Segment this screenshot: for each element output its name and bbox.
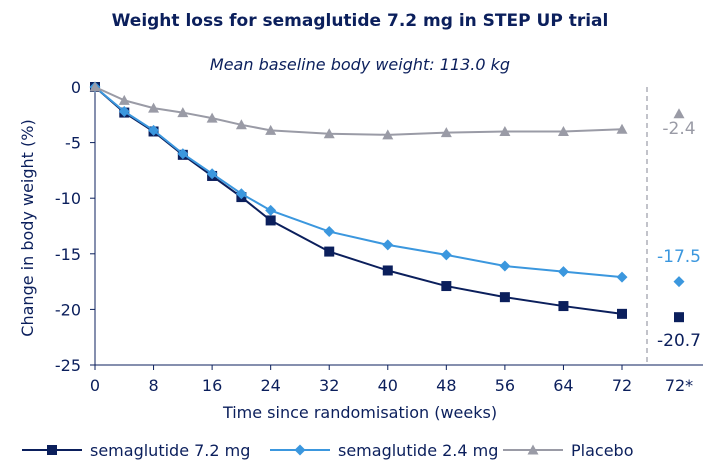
data-point	[557, 266, 569, 278]
data-point	[441, 281, 452, 292]
data-point	[499, 125, 511, 136]
y-tick-label: -15	[55, 245, 81, 264]
legend-marker	[527, 444, 539, 455]
data-point	[616, 123, 628, 134]
y-axis-label: Change in body weight (%)	[18, 119, 37, 336]
y-tick-label: -10	[55, 189, 81, 208]
series-placebo: -2.4	[89, 81, 696, 140]
data-point	[382, 129, 394, 140]
legend-marker	[47, 445, 57, 455]
end-value-label: -20.7	[657, 331, 701, 351]
data-point	[323, 128, 335, 139]
data-point	[265, 204, 277, 216]
data-point	[118, 105, 130, 117]
x-tick-label: 8	[148, 376, 158, 395]
x-tick-label: 16	[202, 376, 222, 395]
data-point	[89, 81, 101, 92]
data-point	[440, 127, 452, 138]
data-point	[177, 148, 189, 160]
y-tick-label: 0	[71, 78, 81, 97]
data-point	[235, 119, 247, 130]
data-point	[440, 249, 452, 261]
series-line	[94, 86, 623, 136]
legend-label: semaglutide 7.2 mg	[90, 441, 250, 460]
x-axis-label: Time since randomisation (weeks)	[222, 403, 497, 422]
end-point	[674, 312, 684, 323]
series-semaglutide-7-2-mg: -20.7	[90, 82, 701, 351]
data-point	[382, 239, 394, 251]
chart-title: Weight loss for semaglutide 7.2 mg in ST…	[112, 11, 609, 31]
end-value-label: -2.4	[662, 119, 695, 139]
x-tick-label: 32	[319, 376, 339, 395]
data-point	[324, 246, 335, 257]
y-tick-label: -25	[55, 356, 81, 375]
data-point	[148, 124, 160, 136]
x-tick-label: 56	[495, 376, 515, 395]
chart-subtitle: Mean baseline body weight: 113.0 kg	[210, 55, 510, 74]
x-tick-label: 40	[378, 376, 398, 395]
data-point	[265, 124, 277, 135]
legend-label: Placebo	[571, 441, 633, 460]
data-point	[206, 168, 218, 180]
data-point	[558, 301, 569, 312]
data-point	[323, 226, 335, 238]
series-line	[94, 86, 623, 279]
series-layer: -20.7 -17.5 -2.4	[89, 81, 701, 351]
y-tick-label: -20	[55, 300, 81, 319]
axes: 0 -5 -10 -15 -20 -25 0 8 16 24 32 40 48 56 64 72 72*	[55, 78, 703, 395]
end-point	[673, 108, 685, 119]
data-point	[265, 215, 276, 226]
x-tick-label: 64	[553, 376, 573, 395]
x-tick-label: 72	[612, 376, 632, 395]
data-point	[206, 112, 218, 123]
legend-marker	[294, 444, 306, 456]
x-tick-label: 24	[260, 376, 280, 395]
data-point	[617, 308, 627, 319]
end-point	[673, 276, 685, 288]
data-point	[177, 107, 189, 118]
x-tick-label-extra: 72*	[665, 376, 693, 395]
data-point	[148, 102, 160, 113]
y-tick-label: -5	[65, 134, 81, 153]
legend-item: semaglutide 7.2 mg	[22, 441, 250, 460]
legend: semaglutide 7.2 mg semaglutide 2.4 mg Plac…	[22, 441, 633, 460]
series-line	[94, 86, 623, 315]
x-tick-label: 0	[90, 376, 100, 395]
data-point	[382, 265, 393, 276]
data-point	[616, 271, 628, 283]
end-value-label: -17.5	[657, 247, 701, 267]
data-point	[499, 292, 510, 303]
x-tick-label: 48	[436, 376, 456, 395]
data-point	[557, 125, 569, 136]
legend-item: semaglutide 2.4 mg	[270, 441, 498, 460]
legend-label: semaglutide 2.4 mg	[338, 441, 498, 460]
data-point	[118, 94, 130, 105]
data-point	[499, 260, 511, 272]
legend-item: Placebo	[503, 441, 633, 460]
data-point	[235, 188, 247, 200]
